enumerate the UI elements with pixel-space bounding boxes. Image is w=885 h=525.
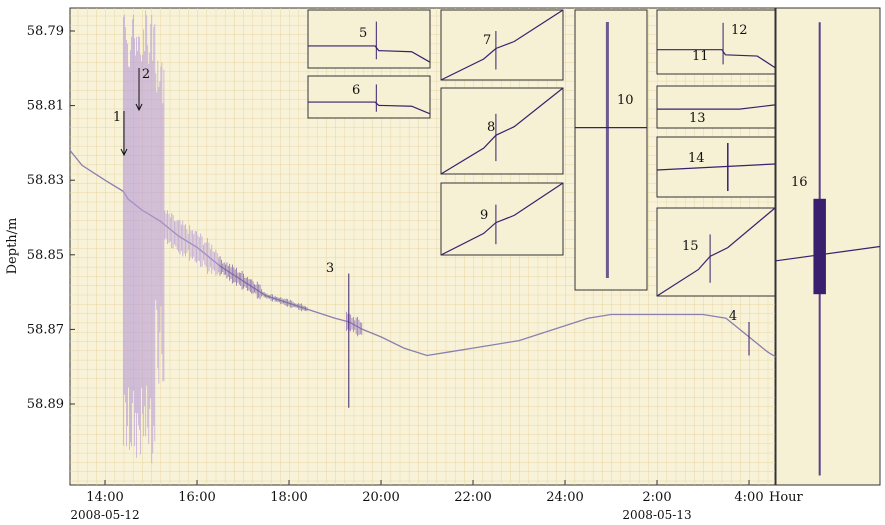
inset-label: 10 bbox=[617, 93, 634, 108]
annotation-arrowhead bbox=[135, 103, 143, 112]
x-tick-label: 4:00 bbox=[734, 490, 763, 505]
inset-panel bbox=[440, 87, 564, 175]
inset-label: 16 bbox=[791, 175, 808, 190]
inset-label: 12 bbox=[731, 23, 748, 38]
inset-label: 8 bbox=[487, 120, 495, 135]
inset-trace bbox=[308, 45, 431, 63]
inset-trace bbox=[657, 49, 776, 69]
inset-panel bbox=[440, 9, 564, 81]
inset-label: 13 bbox=[689, 111, 706, 126]
inset-label: 15 bbox=[682, 239, 699, 254]
inset-label: 14 bbox=[688, 151, 705, 166]
annotation-label: 3 bbox=[326, 261, 334, 276]
inset-panel bbox=[440, 182, 564, 256]
inset-label: 5 bbox=[359, 26, 367, 41]
inset-label: 9 bbox=[480, 208, 488, 223]
inset-panel bbox=[307, 9, 431, 69]
inset-trace bbox=[775, 245, 881, 262]
y-tick-label: 58.83 bbox=[27, 173, 64, 188]
inset-trace bbox=[308, 101, 431, 115]
annotations: 1 2 3 4 bbox=[113, 67, 737, 324]
inset-label: 7 bbox=[483, 33, 491, 48]
inset-trace bbox=[656, 207, 776, 297]
annotation-label: 2 bbox=[142, 67, 150, 82]
y-axis-label: Depth/m bbox=[5, 218, 20, 275]
annotation-arrowhead bbox=[120, 148, 128, 157]
x-tick-label: 16:00 bbox=[178, 490, 215, 505]
annotation-label: 4 bbox=[729, 309, 737, 324]
inset-burst bbox=[813, 198, 826, 295]
inset-trace bbox=[657, 104, 776, 110]
inset-panel bbox=[307, 75, 431, 119]
inset-label: 11 bbox=[692, 49, 709, 64]
inset-panel bbox=[574, 9, 648, 291]
x-date-label: 2008-05-13 bbox=[622, 508, 691, 522]
inset-label: 6 bbox=[352, 83, 360, 98]
x-tick-label: 14:00 bbox=[86, 490, 123, 505]
x-tick-label: 22:00 bbox=[454, 490, 491, 505]
y-tick-label: 58.87 bbox=[27, 322, 64, 337]
x-tick-label: 24:00 bbox=[546, 490, 583, 505]
inset-panel bbox=[656, 207, 776, 297]
inset-panels: 5 6 7 8 9 10 11 12 13 14 15 16 bbox=[307, 7, 881, 486]
x-tick-label: 20:00 bbox=[362, 490, 399, 505]
inset-trace bbox=[656, 163, 776, 171]
annotation-label: 1 bbox=[113, 110, 121, 125]
inset-panel bbox=[775, 7, 881, 486]
x-axis-label: Hour bbox=[769, 490, 804, 505]
y-tick-label: 58.89 bbox=[27, 397, 64, 412]
inset-panel bbox=[656, 9, 776, 75]
y-tick-label: 58.81 bbox=[27, 99, 64, 114]
x-tick-label: 18:00 bbox=[270, 490, 307, 505]
oscillation-bursts bbox=[122, 10, 750, 464]
inset-trace bbox=[440, 87, 564, 175]
x-tick-label: 2:00 bbox=[642, 490, 671, 505]
inset-trace bbox=[440, 9, 564, 81]
inset-trace bbox=[440, 182, 564, 256]
x-date-label: 2008-05-12 bbox=[70, 508, 139, 522]
y-tick-label: 58.85 bbox=[27, 248, 64, 263]
y-tick-label: 58.79 bbox=[27, 24, 64, 39]
